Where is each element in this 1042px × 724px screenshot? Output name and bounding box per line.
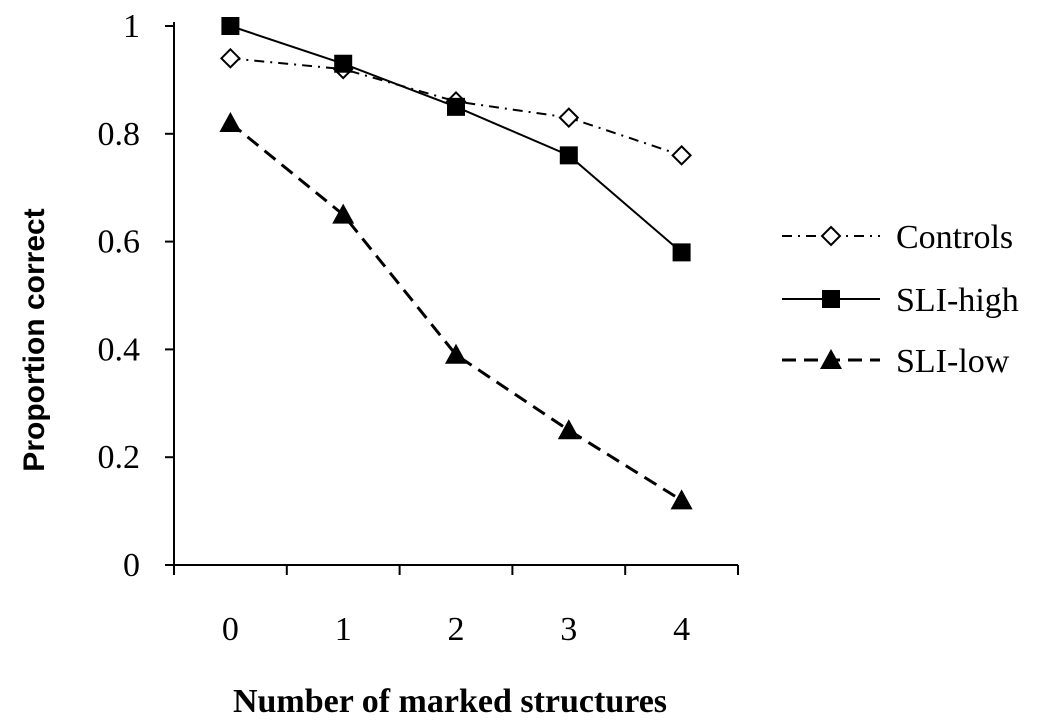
legend-label-sli-low: SLI-low: [896, 343, 1010, 380]
data-point-controls: [671, 144, 693, 166]
y-tick-label: 0.2: [98, 439, 141, 476]
legend-item-sli-high: SLI-high: [782, 282, 1019, 319]
data-point-sli-low: [332, 203, 355, 224]
series-line-sli-high: [230, 25, 683, 254]
series-sli-high: [221, 17, 691, 262]
y-tick-label: 0.4: [98, 331, 141, 368]
legend-label-sli-high: SLI-high: [896, 282, 1019, 319]
x-tick-label: 1: [335, 611, 352, 648]
y-axis-label: Proportion correct: [18, 208, 51, 471]
data-point-controls: [219, 47, 241, 69]
data-point-sli-high: [221, 17, 240, 35]
data-point-sli-high: [447, 97, 465, 116]
data-point-sli-low: [557, 419, 580, 440]
x-tick-label: 4: [673, 611, 690, 648]
legend: Controls SLI-high SLI-low: [782, 219, 1019, 380]
series-sli-low: [219, 112, 693, 510]
series-line-sli-low: [229, 121, 683, 502]
legend-label-controls: Controls: [896, 219, 1013, 256]
data-point-sli-high: [559, 146, 578, 165]
x-tick-label: 0: [222, 611, 239, 648]
y-tick-label: 0: [123, 547, 140, 584]
y-tick-label: 1: [123, 8, 140, 45]
data-point-sli-high: [334, 54, 353, 73]
legend-marker-sli-low: [820, 349, 842, 369]
legend-marker-sli-high: [822, 290, 840, 308]
data-point-sli-low: [219, 112, 242, 133]
y-tick-label: 0.8: [98, 116, 141, 153]
x-tick-label: 2: [448, 611, 465, 648]
data-point-sli-low: [445, 343, 467, 364]
y-tick-label: 0.6: [98, 224, 141, 261]
legend-item-sli-low: SLI-low: [782, 343, 1010, 380]
data-point-sli-low: [670, 489, 693, 510]
legend-marker-controls: [820, 225, 842, 247]
axes: 0 0.2 0.4 0.6 0.8 1 0 1 2 3 4: [98, 8, 739, 648]
x-tick-label: 3: [560, 611, 577, 648]
x-axis-label: Number of marked structures: [233, 683, 667, 720]
data-point-controls: [558, 107, 580, 129]
legend-item-controls: Controls: [782, 219, 1013, 256]
series-line-controls: [230, 57, 682, 157]
series-layer: [219, 17, 693, 510]
data-point-sli-high: [672, 243, 691, 262]
